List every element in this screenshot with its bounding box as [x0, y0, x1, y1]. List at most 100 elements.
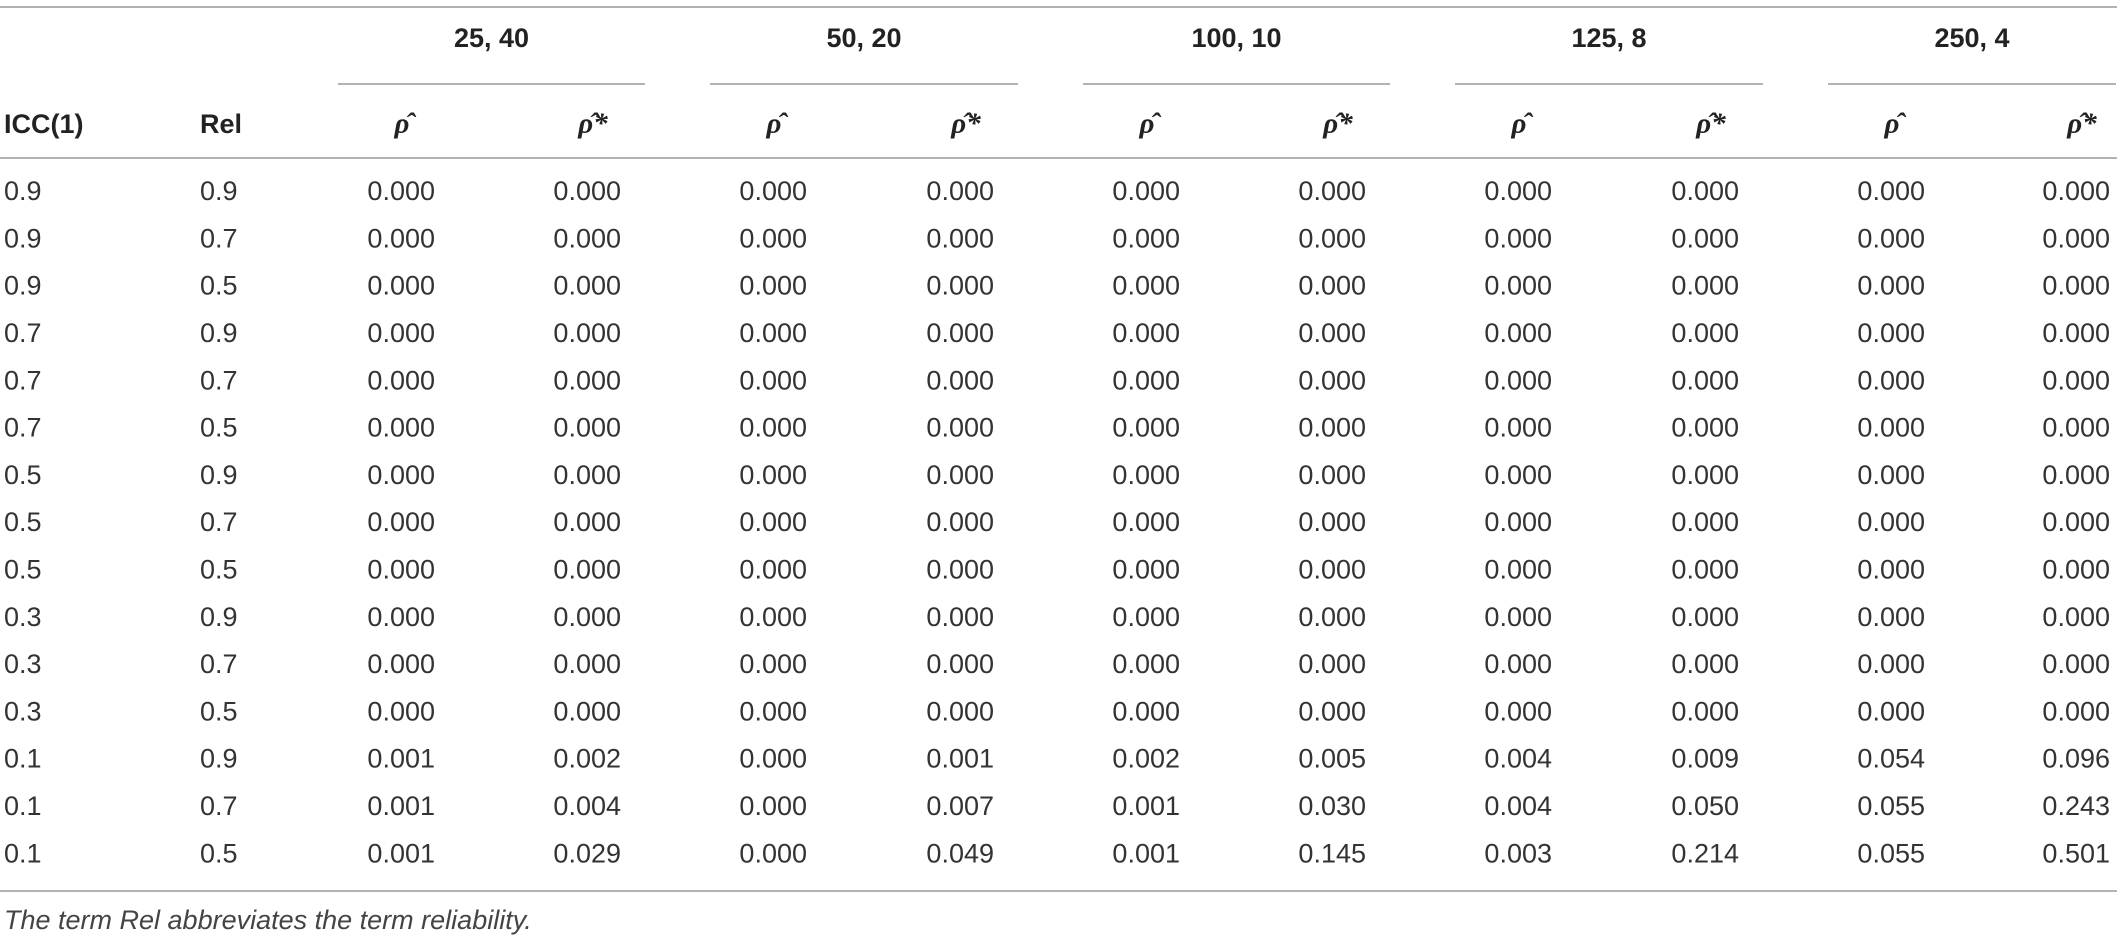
cell: 0.243 [2042, 791, 2110, 821]
column-header: ρ̂* [1322, 108, 1353, 140]
cell: 0.000 [367, 271, 435, 301]
cell: 0.000 [367, 507, 435, 537]
cell: 0.000 [1484, 365, 1552, 395]
cell: 0.000 [739, 744, 807, 774]
cell: 0.1 [4, 744, 42, 774]
cell: 0.000 [367, 555, 435, 585]
cell: 0.001 [367, 744, 435, 774]
cell: 0.9 [200, 460, 238, 490]
cell: 0.000 [1484, 271, 1552, 301]
cell: 0.096 [2042, 744, 2110, 774]
cell: 0.000 [367, 460, 435, 490]
cell: 0.000 [1857, 460, 1925, 490]
cell: 0.145 [1298, 838, 1366, 868]
cell: 0.000 [2042, 460, 2110, 490]
cell: 0.000 [1857, 696, 1925, 726]
cell: 0.000 [1857, 176, 1925, 206]
cell: 0.000 [2042, 365, 2110, 395]
cell: 0.002 [553, 744, 621, 774]
cell: 0.000 [1857, 602, 1925, 632]
column-header: ρ̂ [1511, 108, 1534, 140]
cell: 0.000 [367, 176, 435, 206]
cell: 0.001 [1112, 838, 1180, 868]
cell: 0.000 [1112, 602, 1180, 632]
cell: 0.3 [4, 696, 42, 726]
cell: 0.000 [553, 413, 621, 443]
column-header: ρ̂* [950, 108, 981, 140]
cell: 0.000 [1857, 507, 1925, 537]
cell: 0.000 [739, 507, 807, 537]
cell: 0.000 [1484, 696, 1552, 726]
cell: 0.000 [2042, 696, 2110, 726]
cell: 0.000 [1112, 223, 1180, 253]
cell: 0.7 [4, 318, 42, 348]
cell: 0.000 [926, 176, 994, 206]
cell: 0.000 [1484, 649, 1552, 679]
cell: 0.000 [926, 507, 994, 537]
cell: 0.000 [1671, 176, 1739, 206]
group-header: 100, 10 [1191, 23, 1281, 53]
column-header: ρ̂* [1695, 108, 1726, 140]
column-header: ρ̂ [766, 108, 789, 140]
column-header: Rel [200, 109, 242, 139]
cell: 0.7 [200, 791, 238, 821]
cell: 0.000 [926, 460, 994, 490]
cell: 0.009 [1671, 744, 1739, 774]
cell: 0.7 [200, 507, 238, 537]
cell: 0.000 [367, 318, 435, 348]
column-header: ρ̂* [2066, 108, 2097, 140]
cell: 0.000 [1671, 507, 1739, 537]
cell: 0.000 [739, 696, 807, 726]
cell: 0.000 [1112, 696, 1180, 726]
cell: 0.000 [926, 223, 994, 253]
cell: 0.7 [200, 649, 238, 679]
cell: 0.000 [553, 507, 621, 537]
cell: 0.001 [1112, 791, 1180, 821]
cell: 0.000 [2042, 176, 2110, 206]
cell: 0.000 [1484, 176, 1552, 206]
cell: 0.000 [1671, 460, 1739, 490]
cell: 0.000 [1857, 318, 1925, 348]
cell: 0.3 [4, 602, 42, 632]
cell: 0.000 [1298, 507, 1366, 537]
cell: 0.501 [2042, 838, 2110, 868]
cell: 0.000 [1484, 507, 1552, 537]
cell: 0.5 [200, 555, 238, 585]
cell: 0.000 [926, 413, 994, 443]
cell: 0.000 [1112, 271, 1180, 301]
cell: 0.049 [926, 838, 994, 868]
group-header: 50, 20 [826, 23, 901, 53]
cell: 0.000 [367, 696, 435, 726]
group-header: 125, 8 [1571, 23, 1646, 53]
cell: 0.000 [1112, 365, 1180, 395]
cell: 0.000 [739, 460, 807, 490]
cell: 0.000 [1298, 649, 1366, 679]
cell: 0.000 [553, 460, 621, 490]
cell: 0.003 [1484, 838, 1552, 868]
cell: 0.000 [926, 365, 994, 395]
cell: 0.000 [739, 838, 807, 868]
cell: 0.000 [553, 649, 621, 679]
cell: 0.000 [1671, 602, 1739, 632]
cell: 0.055 [1857, 838, 1925, 868]
cell: 0.000 [553, 223, 621, 253]
cell: 0.000 [739, 271, 807, 301]
cell: 0.004 [1484, 791, 1552, 821]
cell: 0.000 [1112, 413, 1180, 443]
cell: 0.000 [1671, 649, 1739, 679]
cell: 0.000 [1671, 555, 1739, 585]
cell: 0.000 [553, 318, 621, 348]
cell: 0.000 [1298, 555, 1366, 585]
cell: 0.000 [1484, 318, 1552, 348]
cell: 0.000 [2042, 602, 2110, 632]
column-header: ρ̂ [1139, 108, 1162, 140]
cell: 0.000 [1298, 176, 1366, 206]
cell: 0.000 [553, 602, 621, 632]
cell: 0.000 [926, 649, 994, 679]
cell: 0.000 [1484, 413, 1552, 443]
cell: 0.000 [1671, 696, 1739, 726]
cell: 0.9 [4, 176, 42, 206]
cell: 0.1 [4, 791, 42, 821]
cell: 0.9 [200, 318, 238, 348]
cell: 0.000 [1298, 318, 1366, 348]
